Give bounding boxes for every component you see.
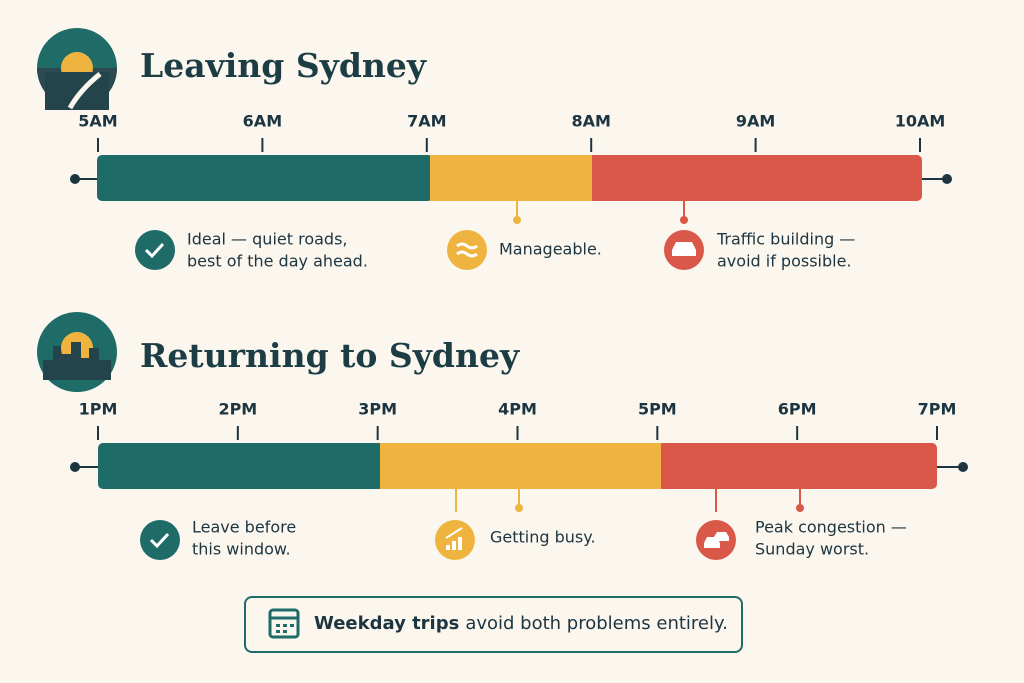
- footer-bold: Weekday trips: [314, 613, 459, 634]
- tick-label: 5PM: [638, 400, 677, 419]
- timeline-bar: [70, 443, 968, 489]
- tick-label: 6PM: [778, 400, 817, 419]
- check-icon: [140, 520, 180, 560]
- tick-label: 5AM: [78, 112, 117, 131]
- tick-label: 4PM: [498, 400, 537, 419]
- tick-label: 3PM: [358, 400, 397, 419]
- note-text: Leave before: [192, 518, 296, 537]
- tick-label: 2PM: [218, 400, 257, 419]
- wave-icon: [447, 230, 487, 270]
- check-icon: [135, 230, 175, 270]
- tick-label: 7PM: [918, 400, 957, 419]
- section-title: Leaving Sydney: [140, 46, 427, 85]
- note-text: Manageable.: [499, 240, 602, 259]
- timeline-bar: [70, 155, 952, 201]
- note-text: Peak congestion —: [755, 518, 907, 537]
- growth-icon: [435, 520, 475, 560]
- note-text: Getting busy.: [490, 528, 596, 547]
- footer-box: [244, 596, 743, 653]
- tick-label: 9AM: [736, 112, 775, 131]
- cars-icon: [696, 520, 736, 560]
- footer-rest: avoid both problems entirely.: [465, 613, 727, 634]
- section-title: Returning to Sydney: [140, 336, 520, 375]
- car-icon: [664, 230, 704, 270]
- note-text: Sunday worst.: [755, 540, 869, 559]
- city-icon: [37, 312, 117, 392]
- tick-label: 8AM: [571, 112, 610, 131]
- tick-label: 7AM: [407, 112, 446, 131]
- tick-label: 10AM: [895, 112, 946, 131]
- sunrise-icon: [37, 28, 117, 110]
- note-text: this window.: [192, 540, 291, 559]
- calendar-icon: [268, 608, 300, 639]
- note-text: best of the day ahead.: [187, 252, 368, 271]
- note-text: Traffic building —: [716, 230, 855, 249]
- connectors: [455, 201, 804, 512]
- tick-label: 6AM: [243, 112, 282, 131]
- footer-text: Weekday trips avoid both problems entirel…: [314, 613, 728, 634]
- tick-label: 1PM: [79, 400, 118, 419]
- note-text: avoid if possible.: [717, 252, 852, 271]
- note-text: Ideal — quiet roads,: [187, 230, 347, 249]
